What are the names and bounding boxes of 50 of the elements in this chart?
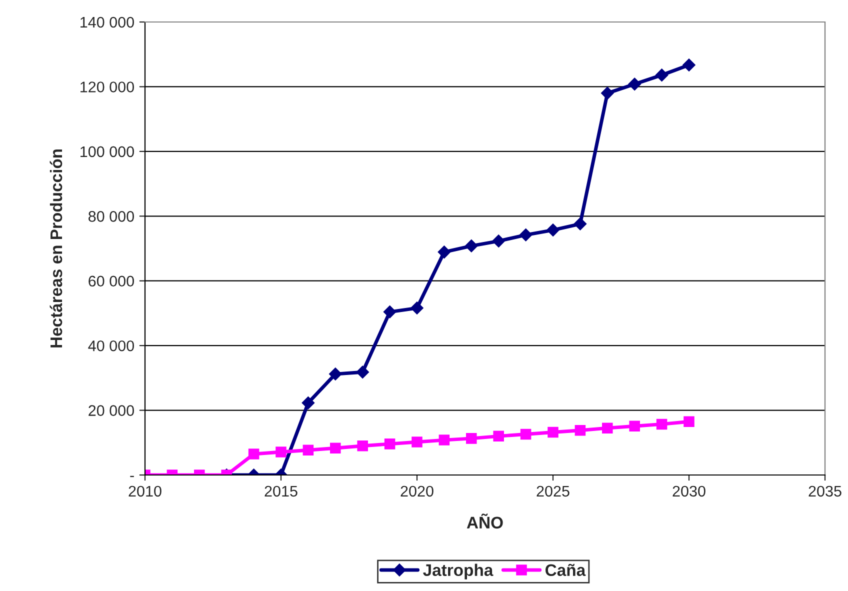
y-tick-label: 40 000 bbox=[88, 340, 134, 352]
point bbox=[302, 396, 315, 410]
point bbox=[356, 366, 370, 379]
point bbox=[412, 436, 422, 448]
point bbox=[574, 217, 587, 230]
x-tick-label: 2030 bbox=[672, 486, 706, 497]
point bbox=[629, 420, 640, 432]
point bbox=[330, 442, 341, 454]
point bbox=[248, 448, 260, 460]
point bbox=[357, 440, 368, 452]
point bbox=[519, 228, 532, 242]
point bbox=[438, 246, 451, 258]
point bbox=[600, 86, 614, 100]
point bbox=[655, 68, 668, 82]
point bbox=[464, 240, 478, 252]
point bbox=[602, 422, 613, 434]
point bbox=[466, 433, 477, 444]
y-tick-label: 80 000 bbox=[88, 211, 134, 222]
y-tick-label: 60 000 bbox=[88, 276, 134, 287]
y-tick-label: 100 000 bbox=[80, 146, 134, 158]
point bbox=[684, 416, 694, 427]
y-tick-label: 120 000 bbox=[80, 82, 134, 92]
y-tick-label: - bbox=[130, 476, 134, 478]
point bbox=[384, 438, 396, 450]
point bbox=[656, 418, 668, 430]
point bbox=[302, 444, 314, 456]
point bbox=[492, 234, 506, 248]
x-tick-label: 2015 bbox=[264, 486, 298, 497]
x-tick-label: 2010 bbox=[128, 486, 162, 497]
x-tick-label: 2035 bbox=[808, 486, 842, 497]
point bbox=[493, 430, 504, 442]
legend-label: Jatropha bbox=[423, 564, 494, 580]
point bbox=[520, 428, 532, 440]
point bbox=[410, 302, 424, 314]
point bbox=[383, 306, 396, 318]
point bbox=[628, 78, 642, 91]
point bbox=[548, 426, 558, 438]
y-axis-title: Hectáreas en Producción bbox=[50, 149, 62, 348]
point bbox=[328, 368, 342, 380]
y-tick-label: 140 000 bbox=[80, 16, 134, 28]
legend-label: Caña bbox=[546, 564, 586, 576]
x-tick-label: 2020 bbox=[400, 486, 434, 497]
x-axis-title: AÑO bbox=[466, 514, 503, 529]
y-tick-label: 20 000 bbox=[88, 405, 134, 416]
point bbox=[438, 434, 450, 446]
point bbox=[546, 224, 560, 236]
x-tick-label: 2025 bbox=[536, 486, 570, 497]
point bbox=[682, 58, 696, 72]
point bbox=[276, 446, 286, 458]
point bbox=[574, 424, 586, 436]
